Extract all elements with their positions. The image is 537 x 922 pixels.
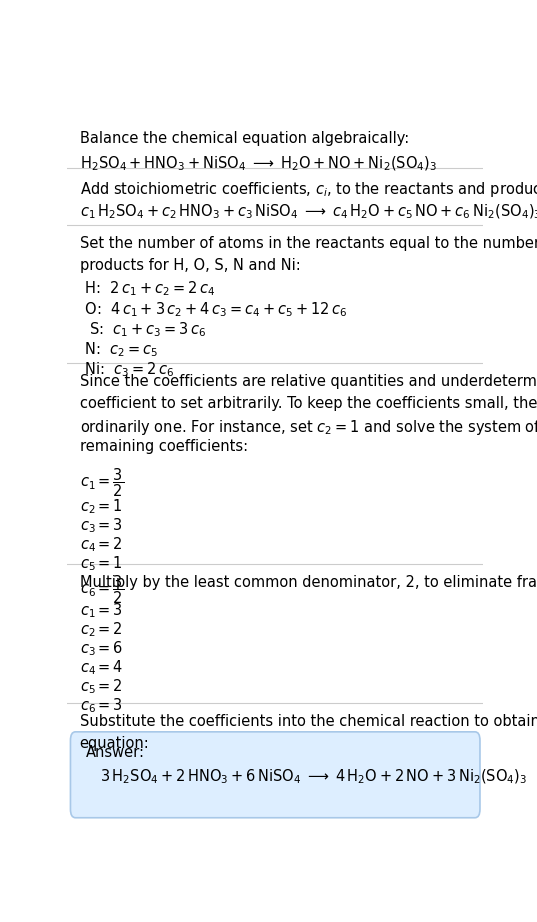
Text: $c_1 = \dfrac{3}{2}$: $c_1 = \dfrac{3}{2}$ (79, 467, 124, 499)
FancyBboxPatch shape (70, 732, 480, 818)
Text: $c_2 = 2$: $c_2 = 2$ (79, 620, 122, 639)
Text: Substitute the coefficients into the chemical reaction to obtain the balanced: Substitute the coefficients into the che… (79, 714, 537, 729)
Text: $c_6 = \dfrac{3}{2}$: $c_6 = \dfrac{3}{2}$ (79, 573, 124, 607)
Text: $\mathrm{H_2SO_4 + HNO_3 + NiSO_4 \;\longrightarrow\; H_2O + NO + Ni_2(SO_4)_3}$: $\mathrm{H_2SO_4 + HNO_3 + NiSO_4 \;\lon… (79, 155, 437, 173)
Text: ordinarily one. For instance, set $c_2 = 1$ and solve the system of equations fo: ordinarily one. For instance, set $c_2 =… (79, 418, 537, 437)
Text: $c_1 = 3$: $c_1 = 3$ (79, 601, 122, 620)
Text: $c_1\,\mathrm{H_2SO_4} + c_2\,\mathrm{HNO_3} + c_3\,\mathrm{NiSO_4} \;\longright: $c_1\,\mathrm{H_2SO_4} + c_2\,\mathrm{HN… (79, 203, 537, 221)
Text: $c_4 = 4$: $c_4 = 4$ (79, 658, 123, 677)
Text: S:  $c_1 + c_3 = 3\,c_6$: S: $c_1 + c_3 = 3\,c_6$ (79, 320, 206, 338)
Text: Balance the chemical equation algebraically:: Balance the chemical equation algebraica… (79, 131, 409, 146)
Text: $c_2 = 1$: $c_2 = 1$ (79, 497, 122, 516)
Text: $c_6 = 3$: $c_6 = 3$ (79, 697, 122, 715)
Text: equation:: equation: (79, 736, 149, 751)
Text: O:  $4\,c_1 + 3\,c_2 + 4\,c_3 = c_4 + c_5 + 12\,c_6$: O: $4\,c_1 + 3\,c_2 + 4\,c_3 = c_4 + c_5… (79, 300, 347, 318)
Text: Multiply by the least common denominator, 2, to eliminate fractional coefficient: Multiply by the least common denominator… (79, 575, 537, 590)
Text: Set the number of atoms in the reactants equal to the number of atoms in the: Set the number of atoms in the reactants… (79, 236, 537, 252)
Text: $c_4 = 2$: $c_4 = 2$ (79, 536, 122, 554)
Text: coefficient to set arbitrarily. To keep the coefficients small, the arbitrary va: coefficient to set arbitrarily. To keep … (79, 396, 537, 411)
Text: $c_5 = 2$: $c_5 = 2$ (79, 678, 122, 696)
Text: $c_5 = 1$: $c_5 = 1$ (79, 555, 122, 573)
Text: Add stoichiometric coefficients, $c_i$, to the reactants and products:: Add stoichiometric coefficients, $c_i$, … (79, 180, 537, 198)
Text: products for H, O, S, N and Ni:: products for H, O, S, N and Ni: (79, 258, 300, 273)
Text: $c_3 = 6$: $c_3 = 6$ (79, 639, 123, 658)
Text: $3\,\mathrm{H_2SO_4} + 2\,\mathrm{HNO_3} + 6\,\mathrm{NiSO_4} \;\longrightarrow\: $3\,\mathrm{H_2SO_4} + 2\,\mathrm{HNO_3}… (100, 767, 528, 786)
Text: Ni:  $c_3 = 2\,c_6$: Ni: $c_3 = 2\,c_6$ (79, 361, 174, 379)
Text: $c_3 = 3$: $c_3 = 3$ (79, 516, 122, 535)
Text: H:  $2\,c_1 + c_2 = 2\,c_4$: H: $2\,c_1 + c_2 = 2\,c_4$ (79, 279, 215, 299)
Text: Since the coefficients are relative quantities and underdetermined, choose a: Since the coefficients are relative quan… (79, 374, 537, 389)
Text: remaining coefficients:: remaining coefficients: (79, 440, 248, 455)
Text: Answer:: Answer: (86, 745, 145, 761)
Text: N:  $c_2 = c_5$: N: $c_2 = c_5$ (79, 340, 158, 359)
